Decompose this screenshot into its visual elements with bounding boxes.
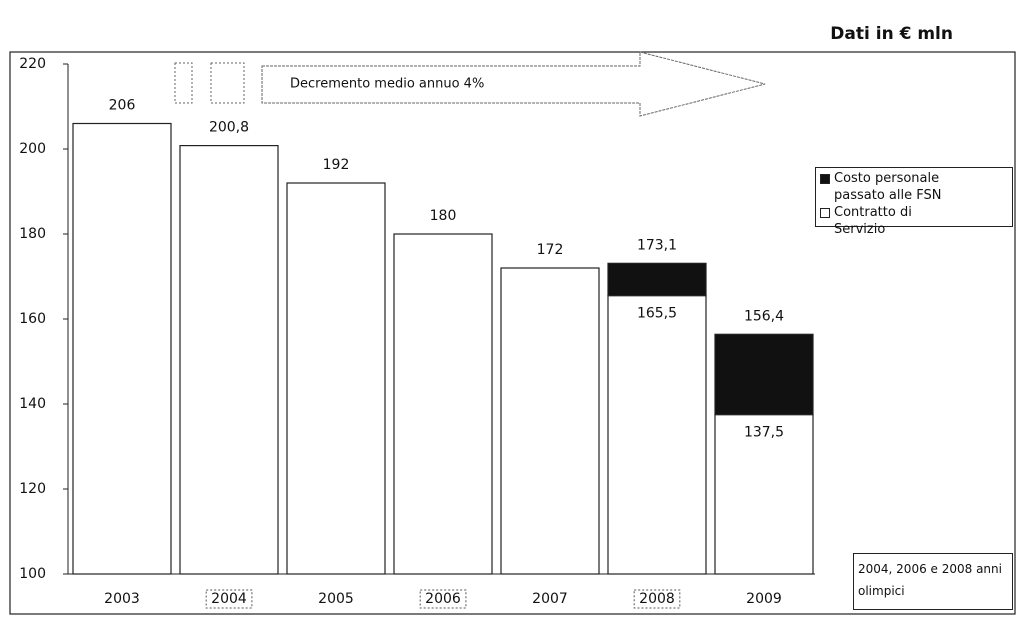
total-label: 156,4 xyxy=(744,308,784,324)
value-label: 172 xyxy=(537,242,564,258)
legend: Costo personale passato alle FSN Contratt… xyxy=(815,167,1013,237)
bar-segment xyxy=(714,414,814,575)
decor-box xyxy=(174,62,193,104)
value-label: 192 xyxy=(323,157,350,173)
unit-title: Dati in € mln xyxy=(830,24,953,44)
y-tick-label: 140 xyxy=(19,396,46,412)
value-label: 137,5 xyxy=(744,425,784,441)
trend-annotation: Decremento medio annuo 4% xyxy=(290,77,484,92)
bar-segment xyxy=(72,122,172,575)
y-tick-label: 220 xyxy=(19,56,46,72)
bar-segment xyxy=(179,145,279,575)
x-tick-label: 2003 xyxy=(104,591,140,607)
y-tick-label: 160 xyxy=(19,311,46,327)
x-tick-label: 2009 xyxy=(746,591,782,607)
legend-label: Costo personale passato alle FSN xyxy=(834,171,942,203)
y-tick-label: 100 xyxy=(19,566,46,582)
legend-swatch xyxy=(820,208,830,218)
y-tick-label: 200 xyxy=(19,141,46,157)
y-tick-label: 180 xyxy=(19,226,46,242)
legend-label: Contratto di Servizio xyxy=(834,205,912,237)
total-label: 173,1 xyxy=(637,237,677,253)
legend-swatch xyxy=(820,174,830,184)
value-label: 165,5 xyxy=(637,306,677,322)
note-box: 2004, 2006 e 2008 anni olimpici xyxy=(853,553,1013,610)
chart-frame xyxy=(9,51,1016,615)
bar-segment xyxy=(607,262,707,297)
decor-box xyxy=(210,62,245,104)
x-tick-label: 2006 xyxy=(425,591,461,607)
x-tick-label: 2008 xyxy=(639,591,675,607)
value-label: 206 xyxy=(109,98,136,114)
bar-segment xyxy=(500,267,600,575)
bar-segment xyxy=(286,182,386,575)
y-tick-label: 120 xyxy=(19,481,46,497)
x-tick-label: 2004 xyxy=(211,591,247,607)
bar-segment xyxy=(714,333,814,416)
bar-segment xyxy=(607,295,707,575)
trend-arrow xyxy=(261,51,766,117)
x-tick-label: 2007 xyxy=(532,591,568,607)
value-label: 200,8 xyxy=(209,120,249,136)
legend-item: Costo personale passato alle FSN xyxy=(820,170,1012,204)
legend-item: Contratto di Servizio xyxy=(820,204,1012,238)
x-tick-label: 2005 xyxy=(318,591,354,607)
value-label: 180 xyxy=(430,208,457,224)
bar-segment xyxy=(393,233,493,575)
